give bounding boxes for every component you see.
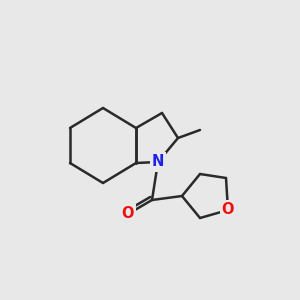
Text: N: N [152,154,164,169]
Text: O: O [122,206,134,221]
Text: O: O [222,202,234,217]
